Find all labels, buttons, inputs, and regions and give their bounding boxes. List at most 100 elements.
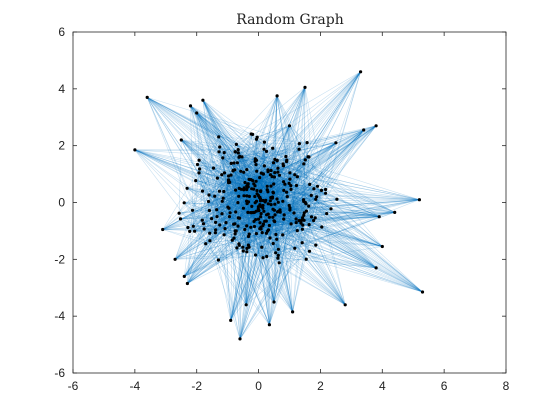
graph-edge [289, 125, 309, 157]
graph-edge [273, 176, 298, 303]
graph-node [238, 337, 242, 341]
graph-edge [194, 142, 308, 232]
graph-edge [229, 216, 280, 264]
graph-edge [174, 172, 244, 260]
graph-edge [252, 180, 326, 194]
graph-edge [235, 189, 249, 213]
graph-edge [239, 224, 304, 340]
graph-edge [203, 174, 223, 230]
graph-edge [179, 207, 244, 214]
y-tick-label: 6 [58, 25, 65, 39]
graph-node [294, 183, 299, 188]
graph-edge [134, 149, 326, 194]
graph-edge [211, 208, 230, 219]
graph-edge [249, 196, 267, 234]
graph-edge [238, 159, 288, 219]
graph-edge [298, 220, 377, 269]
graph-edge [238, 152, 264, 201]
graph-edge [238, 152, 250, 235]
graph-edge [230, 197, 261, 321]
graph-edge [184, 202, 283, 236]
graph-edge [269, 234, 283, 325]
graph-edge [273, 243, 377, 269]
graph-edge [223, 167, 279, 199]
graph-edge [209, 196, 215, 211]
graph-node [202, 227, 206, 231]
graph-edge [248, 186, 423, 293]
graph-node [197, 171, 201, 175]
graph-edge [243, 207, 273, 218]
graph-edge [285, 156, 293, 312]
graph-edge [272, 147, 332, 210]
graph-edge [239, 142, 336, 157]
graph-edge [174, 227, 189, 260]
graph-edge [284, 199, 316, 216]
graph-node [374, 124, 378, 128]
graph-edge [237, 149, 310, 252]
graph-edge [253, 184, 310, 190]
graph-edge [193, 198, 337, 227]
graph-edge [273, 192, 276, 205]
graph-edge [261, 234, 277, 248]
graph-node [254, 199, 259, 203]
graph-node [273, 157, 277, 161]
graph-edge [284, 196, 317, 216]
graph-edge [273, 224, 310, 303]
graph-edge [247, 183, 420, 200]
graph-edge [245, 172, 291, 305]
graph-edge [134, 149, 247, 197]
graph-edge [290, 185, 302, 221]
graph-node [195, 162, 200, 167]
graph-node [265, 188, 269, 192]
graph-edge [147, 97, 284, 167]
graph-edge [246, 189, 420, 200]
graph-edge [234, 190, 236, 224]
graph-edge [209, 200, 266, 241]
graph-node [177, 211, 181, 215]
graph-edge [244, 182, 247, 305]
graph-node [198, 167, 202, 171]
graph-edge [181, 139, 248, 188]
graph-edge [209, 222, 297, 234]
graph-edge [308, 71, 361, 158]
graph-edge [218, 136, 280, 263]
graph-edge [262, 173, 267, 201]
graph-edge [234, 205, 309, 235]
graph-edge [252, 159, 306, 213]
graph-edge [273, 211, 279, 303]
graph-edge [229, 216, 241, 339]
graph-edge [259, 177, 317, 246]
graph-edge [234, 169, 305, 214]
graph-edge [181, 139, 269, 215]
graph-edge [180, 214, 267, 220]
graph-edge [267, 214, 276, 253]
graph-edge [238, 176, 275, 219]
graph-edge [272, 190, 322, 198]
graph-edge [247, 148, 273, 184]
graph-edge [255, 254, 377, 269]
graph-edge [224, 157, 240, 229]
graph-edge [213, 168, 231, 321]
graph-edge [286, 160, 310, 252]
graph-edge [214, 195, 284, 220]
graph-edge [256, 181, 272, 187]
graph-node [229, 173, 233, 177]
graph-edge [222, 157, 279, 250]
graph-node [285, 195, 289, 199]
graph-edge [238, 171, 269, 219]
graph-edge [208, 158, 256, 196]
graph-node [273, 202, 277, 206]
graph-edge [227, 206, 303, 230]
graph-edge [243, 196, 250, 252]
graph-edge [270, 185, 380, 217]
graph-node [217, 135, 221, 139]
graph-edge [181, 139, 261, 223]
graph-edge [213, 133, 252, 169]
graph-node [241, 249, 245, 253]
graph-edge [235, 224, 310, 235]
graph-edge [266, 212, 305, 234]
graph-edge [218, 151, 234, 172]
graph-edge [278, 208, 332, 212]
graph-edge [277, 215, 305, 259]
graph-edge [273, 185, 297, 303]
